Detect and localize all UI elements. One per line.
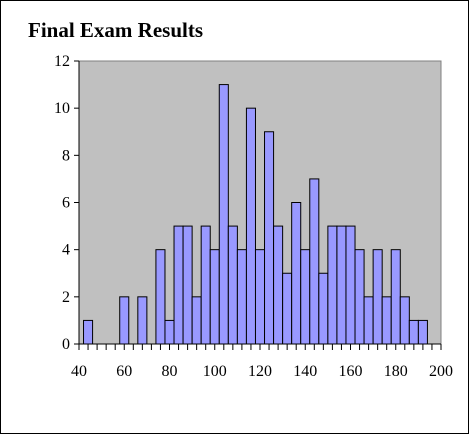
x-tick-label-120: 120 [248, 363, 272, 380]
histogram-bar-188 [408, 319, 419, 345]
x-tick-label-100: 100 [203, 363, 227, 380]
x-tick-label-200: 200 [429, 363, 453, 380]
chart-title: Final Exam Results [28, 18, 204, 42]
x-tick-label-140: 140 [293, 363, 317, 380]
y-tick-label-12: 12 [54, 53, 70, 70]
histogram-bar-44 [83, 319, 94, 345]
histogram-bar-184 [399, 296, 410, 345]
histogram-bar-160 [345, 225, 356, 345]
histogram-bar-88 [182, 225, 193, 345]
histogram-bar-132 [282, 272, 293, 345]
y-tick-label-10: 10 [54, 100, 70, 117]
x-tick-label-160: 160 [339, 363, 363, 380]
histogram-bar-60 [119, 296, 130, 345]
histogram-bar-76 [155, 249, 166, 345]
y-tick-label-4: 4 [62, 242, 70, 259]
histogram-bar-128 [273, 225, 284, 345]
histogram-bar-96 [200, 225, 211, 345]
y-tick-label-2: 2 [62, 289, 70, 306]
histogram-bar-172 [372, 249, 383, 345]
x-tick-label-60: 60 [116, 363, 132, 380]
y-tick-label-6: 6 [62, 195, 70, 212]
histogram-bar-168 [363, 296, 374, 345]
histogram-bar-156 [336, 225, 347, 345]
histogram-bar-120 [254, 249, 266, 345]
histogram-bar-176 [381, 296, 392, 345]
x-tick-label-80: 80 [162, 363, 178, 380]
histogram-bar-192 [417, 319, 428, 345]
y-tick-label-8: 8 [62, 147, 70, 164]
histogram-bar-144 [309, 178, 320, 345]
histogram-bar-164 [354, 249, 365, 345]
histogram-bar-84 [173, 225, 184, 345]
histogram-bar-136 [291, 202, 302, 345]
histogram-bar-92 [191, 296, 202, 345]
histogram-bar-112 [236, 249, 247, 345]
histogram-bar-180 [390, 249, 401, 345]
x-tick-label-40: 40 [71, 363, 87, 380]
histogram-bar-124 [264, 131, 275, 345]
histogram-bar-108 [227, 225, 238, 345]
histogram-bar-116 [245, 107, 256, 345]
histogram-bar-140 [300, 249, 311, 345]
y-tick-label-0: 0 [62, 336, 70, 353]
histogram-bar-68 [137, 296, 148, 345]
histogram-bar-148 [318, 272, 329, 345]
histogram-bar-104 [218, 84, 229, 345]
histogram-bar-152 [327, 225, 338, 345]
histogram-bar-80 [164, 319, 175, 345]
x-tick-label-180: 180 [384, 363, 408, 380]
histogram-bar-100 [209, 249, 220, 345]
